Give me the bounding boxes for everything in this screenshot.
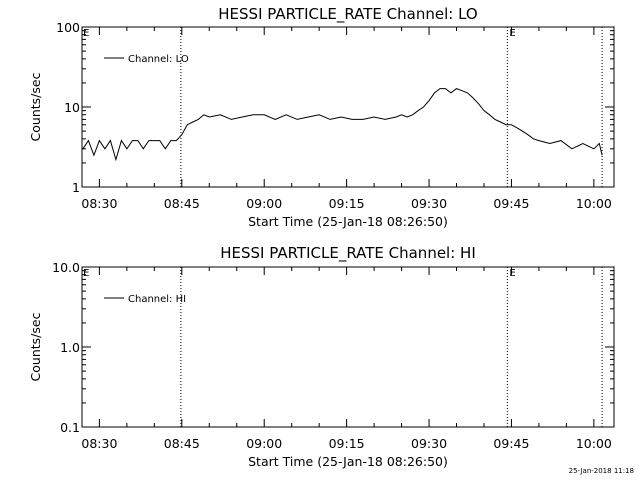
plot-frame [81,26,615,188]
x-tick-label: 09:00 [246,436,282,451]
generation-timestamp: 25-Jan-2018 11:18 [568,467,634,475]
y-tick-label: 1 [72,180,80,195]
x-tick-label: 09:30 [411,436,447,451]
chart-panel-1: HESSI PARTICLE_RATE Channel: LO 08:30 08:4… [28,5,615,229]
legend-label: Channel: LO [128,54,189,65]
y-axis-label: Counts/sec [28,72,43,141]
y-axis-label: Counts/sec [28,312,43,381]
legend: Channel: HI [104,294,186,305]
y-tick-label: 10.0 [52,260,80,275]
legend-label: Channel: HI [128,294,186,305]
plot-frame [81,266,615,428]
x-tick-label: 09:45 [493,196,529,211]
x-tick-label: 09:30 [411,196,447,211]
y-tick-label: 0.1 [60,420,80,435]
series-line-channel-lo [82,88,603,162]
y-tick-label: 100 [56,20,80,35]
chart-title: HESSI PARTICLE_RATE Channel: HI [220,244,476,263]
x-tick-label: 09:15 [329,196,365,211]
x-tick-label: 10:00 [576,196,612,211]
chart-title: HESSI PARTICLE_RATE Channel: LO [218,5,477,24]
event-marker-label: E [509,268,515,279]
x-tick-label: 10:00 [576,436,612,451]
x-axis-label: Start Time (25-Jan-18 08:26:50) [248,454,448,469]
x-tick-label: 09:45 [493,436,529,451]
x-tick-label: 08:30 [81,196,117,211]
x-tick-label: 08:30 [81,436,117,451]
x-axis-label: Start Time (25-Jan-18 08:26:50) [248,214,448,229]
x-tick-label: 09:00 [246,196,282,211]
legend: Channel: LO [104,54,189,65]
corner-marker-label: E [83,268,89,279]
x-tick-label: 09:15 [329,436,365,451]
x-tick-label: 08:45 [164,196,200,211]
x-tick-label: 08:45 [164,436,200,451]
y-tick-label: 10 [64,100,80,115]
corner-marker-label: E [83,28,89,39]
event-marker-label: E [509,28,515,39]
y-tick-label: 1.0 [60,340,80,355]
chart-panel-2: HESSI PARTICLE_RATE Channel: HI 08:30 08:4… [28,244,615,469]
